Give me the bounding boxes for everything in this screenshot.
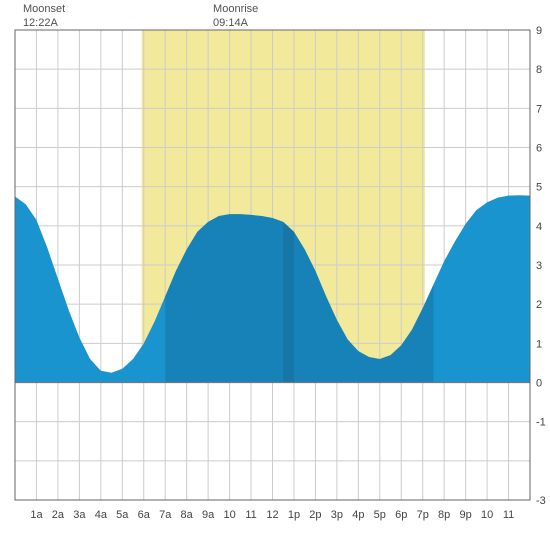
x-tick-label: 9p xyxy=(460,509,472,521)
x-tick-label: 6a xyxy=(138,509,151,521)
x-tick-label: 10 xyxy=(481,509,493,521)
x-tick-label: 7a xyxy=(159,509,172,521)
x-tick-label: 5p xyxy=(374,509,386,521)
y-tick-label: 1 xyxy=(536,338,542,350)
x-tick-label: 9a xyxy=(202,509,215,521)
tide-chart: -3-101234567891a2a3a4a5a6a7a8a9a1011121p… xyxy=(0,0,550,550)
y-tick-label: -1 xyxy=(536,417,546,429)
x-tick-label: 8p xyxy=(438,509,450,521)
x-tick-label: 5a xyxy=(116,509,129,521)
x-tick-label: 10 xyxy=(223,509,235,521)
x-tick-label: 2a xyxy=(52,509,65,521)
moonrise-annotation: Moonrise 09:14A xyxy=(213,2,258,31)
moonrise-time: 09:14A xyxy=(213,16,258,30)
x-tick-label: 11 xyxy=(245,509,256,521)
x-tick-label: 4a xyxy=(95,509,108,521)
y-tick-label: 7 xyxy=(536,103,542,115)
chart-svg: -3-101234567891a2a3a4a5a6a7a8a9a1011121p… xyxy=(0,0,550,550)
moonset-title: Moonset xyxy=(23,2,65,16)
moonset-time: 12:22A xyxy=(23,16,65,30)
x-tick-label: 6p xyxy=(395,509,407,521)
x-tick-label: 1p xyxy=(288,509,300,521)
x-tick-label: 4p xyxy=(352,509,364,521)
x-tick-label: 1a xyxy=(30,509,43,521)
moonrise-title: Moonrise xyxy=(213,2,258,16)
y-tick-label: 2 xyxy=(536,299,542,311)
moonset-annotation: Moonset 12:22A xyxy=(23,2,65,31)
y-tick-label: 3 xyxy=(536,260,542,272)
y-tick-label: -3 xyxy=(536,495,546,507)
y-tick-label: 4 xyxy=(536,221,542,233)
y-tick-label: 6 xyxy=(536,143,542,155)
x-tick-label: 11 xyxy=(503,509,514,521)
y-tick-label: 9 xyxy=(536,25,542,37)
y-tick-label: 0 xyxy=(536,378,542,390)
x-tick-label: 7p xyxy=(417,509,429,521)
x-tick-label: 3p xyxy=(331,509,343,521)
x-tick-label: 3a xyxy=(73,509,86,521)
y-tick-label: 8 xyxy=(536,64,542,76)
x-tick-label: 12 xyxy=(266,509,278,521)
x-tick-label: 8a xyxy=(181,509,194,521)
x-tick-label: 2p xyxy=(309,509,321,521)
y-tick-label: 5 xyxy=(536,182,542,194)
